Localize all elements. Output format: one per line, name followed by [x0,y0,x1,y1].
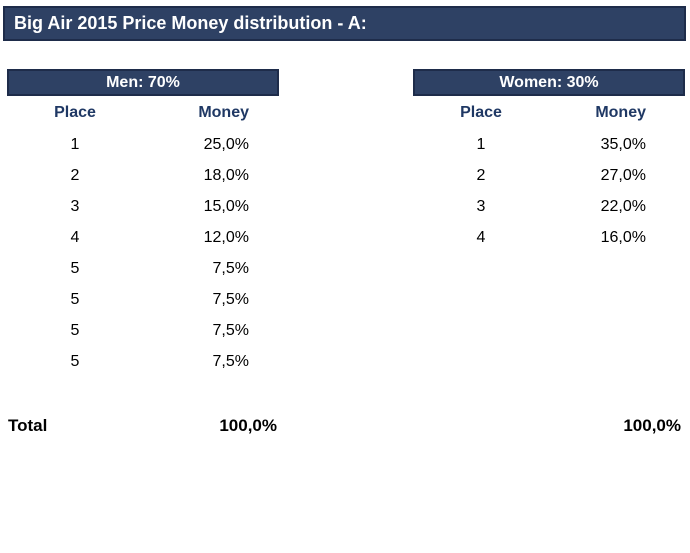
table-row: 4 12,0% [7,222,279,253]
totals-row: Total 100,0% 100,0% [0,410,690,441]
men-total-value: 100,0% [219,416,277,435]
men-col-header-money: Money [198,103,249,121]
money-cell: 25,0% [203,135,249,153]
men-table-banner: Men: 70% [7,69,279,96]
men-table-title: Men: 70% [106,74,180,91]
women-table-title: Women: 30% [499,74,599,91]
women-col-header-place: Place [460,103,502,121]
place-cell: 5 [70,352,80,370]
women-column-headers: Place Money [413,96,685,129]
money-cell: 7,5% [212,321,249,339]
place-cell: 2 [476,166,486,184]
table-row: 5 7,5% [7,346,279,377]
page-title: Big Air 2015 Price Money distribution - … [14,13,367,33]
men-column-headers: Place Money [7,96,279,129]
money-cell: 18,0% [203,166,249,184]
place-cell: 1 [70,135,80,153]
place-cell: 2 [70,166,80,184]
place-cell: 1 [476,135,486,153]
title-bar: Big Air 2015 Price Money distribution - … [3,6,686,41]
money-cell: 27,0% [600,166,646,184]
table-row: 5 7,5% [7,284,279,315]
money-cell: 7,5% [212,352,249,370]
money-cell: 7,5% [212,259,249,277]
money-cell: 7,5% [212,290,249,308]
table-row: 3 15,0% [7,191,279,222]
place-cell: 3 [476,197,486,215]
women-total-value: 100,0% [623,416,681,435]
table-row: 3 22,0% [413,191,685,222]
table-row: 2 27,0% [413,160,685,191]
table-row: 1 25,0% [7,129,279,160]
place-cell: 5 [70,290,80,308]
table-row: 2 18,0% [7,160,279,191]
table-row: 5 7,5% [7,315,279,346]
money-cell: 16,0% [600,228,646,246]
place-cell: 3 [70,197,80,215]
men-col-header-place: Place [54,103,96,121]
total-label: Total [8,416,48,435]
men-table: Men: 70% Place Money 1 25,0% 2 18,0% 3 1… [7,69,279,377]
women-table-banner: Women: 30% [413,69,685,96]
place-cell: 5 [70,321,80,339]
table-row: 1 35,0% [413,129,685,160]
women-table: Women: 30% Place Money 1 35,0% 2 27,0% 3… [413,69,685,253]
money-cell: 35,0% [600,135,646,153]
money-cell: 22,0% [600,197,646,215]
money-cell: 12,0% [203,228,249,246]
table-row: 5 7,5% [7,253,279,284]
place-cell: 4 [476,228,486,246]
money-cell: 15,0% [203,197,249,215]
table-row: 4 16,0% [413,222,685,253]
women-col-header-money: Money [595,103,646,121]
place-cell: 5 [70,259,80,277]
place-cell: 4 [70,228,80,246]
